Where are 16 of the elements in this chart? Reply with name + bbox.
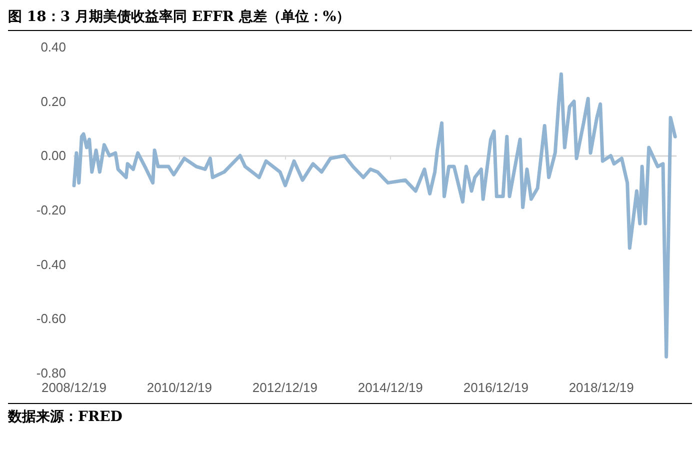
- y-tick-label: -0.40: [36, 256, 66, 272]
- x-tick-label: 2010/12/19: [146, 380, 212, 395]
- source-note: 数据来源：FRED: [8, 408, 124, 426]
- x-tick-label: 2008/12/19: [41, 380, 107, 395]
- y-tick-label: 0.40: [40, 40, 66, 54]
- x-tick-label: 2012/12/19: [252, 380, 318, 395]
- x-tick-label: 2016/12/19: [463, 380, 528, 395]
- y-tick-label: -0.60: [36, 311, 66, 326]
- x-tick-label: 2018/12/19: [568, 380, 634, 395]
- y-tick-label: 0.20: [40, 94, 66, 109]
- x-tick-label: 2014/12/19: [358, 380, 423, 395]
- chart-title: 图 18：3 月期美债收益率同 EFFR 息差（单位：%）: [8, 8, 692, 31]
- y-tick-label: -0.20: [36, 202, 66, 218]
- y-tick-label: -0.80: [36, 366, 66, 380]
- line-series: [72, 72, 677, 358]
- y-tick-label: 0.00: [40, 148, 66, 164]
